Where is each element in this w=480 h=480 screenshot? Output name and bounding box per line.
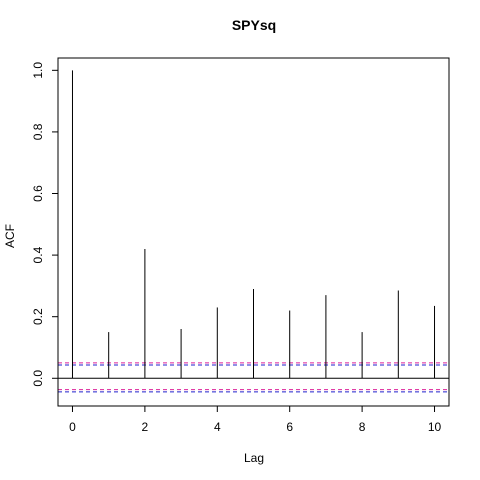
y-tick-label-0: 0.0: [31, 370, 45, 387]
y-axis-label: ACF: [3, 224, 17, 248]
y-tick-label-1: 1.0: [31, 62, 45, 79]
chart-title: SPYsq: [232, 17, 276, 33]
y-tick-label-0.6: 0.6: [31, 185, 45, 202]
x-tick-label-10: 10: [428, 420, 442, 434]
axes: 0 2 4 6 8 10 0.0 0.2 0.4 0.6 0.8 1.0: [31, 57, 450, 434]
y-tick-label-0.2: 0.2: [31, 308, 45, 325]
plot-frame: [57, 57, 450, 407]
plot-area: [58, 70, 449, 393]
y-tick-label-0.8: 0.8: [31, 123, 45, 140]
x-axis-label: Lag: [244, 451, 264, 465]
x-tick-label-4: 4: [214, 420, 221, 434]
y-tick-label-0.4: 0.4: [31, 246, 45, 263]
x-tick-label-6: 6: [286, 420, 293, 434]
x-tick-label-8: 8: [359, 420, 366, 434]
x-tick-label-2: 2: [142, 420, 149, 434]
x-tick-label-0: 0: [69, 420, 76, 434]
